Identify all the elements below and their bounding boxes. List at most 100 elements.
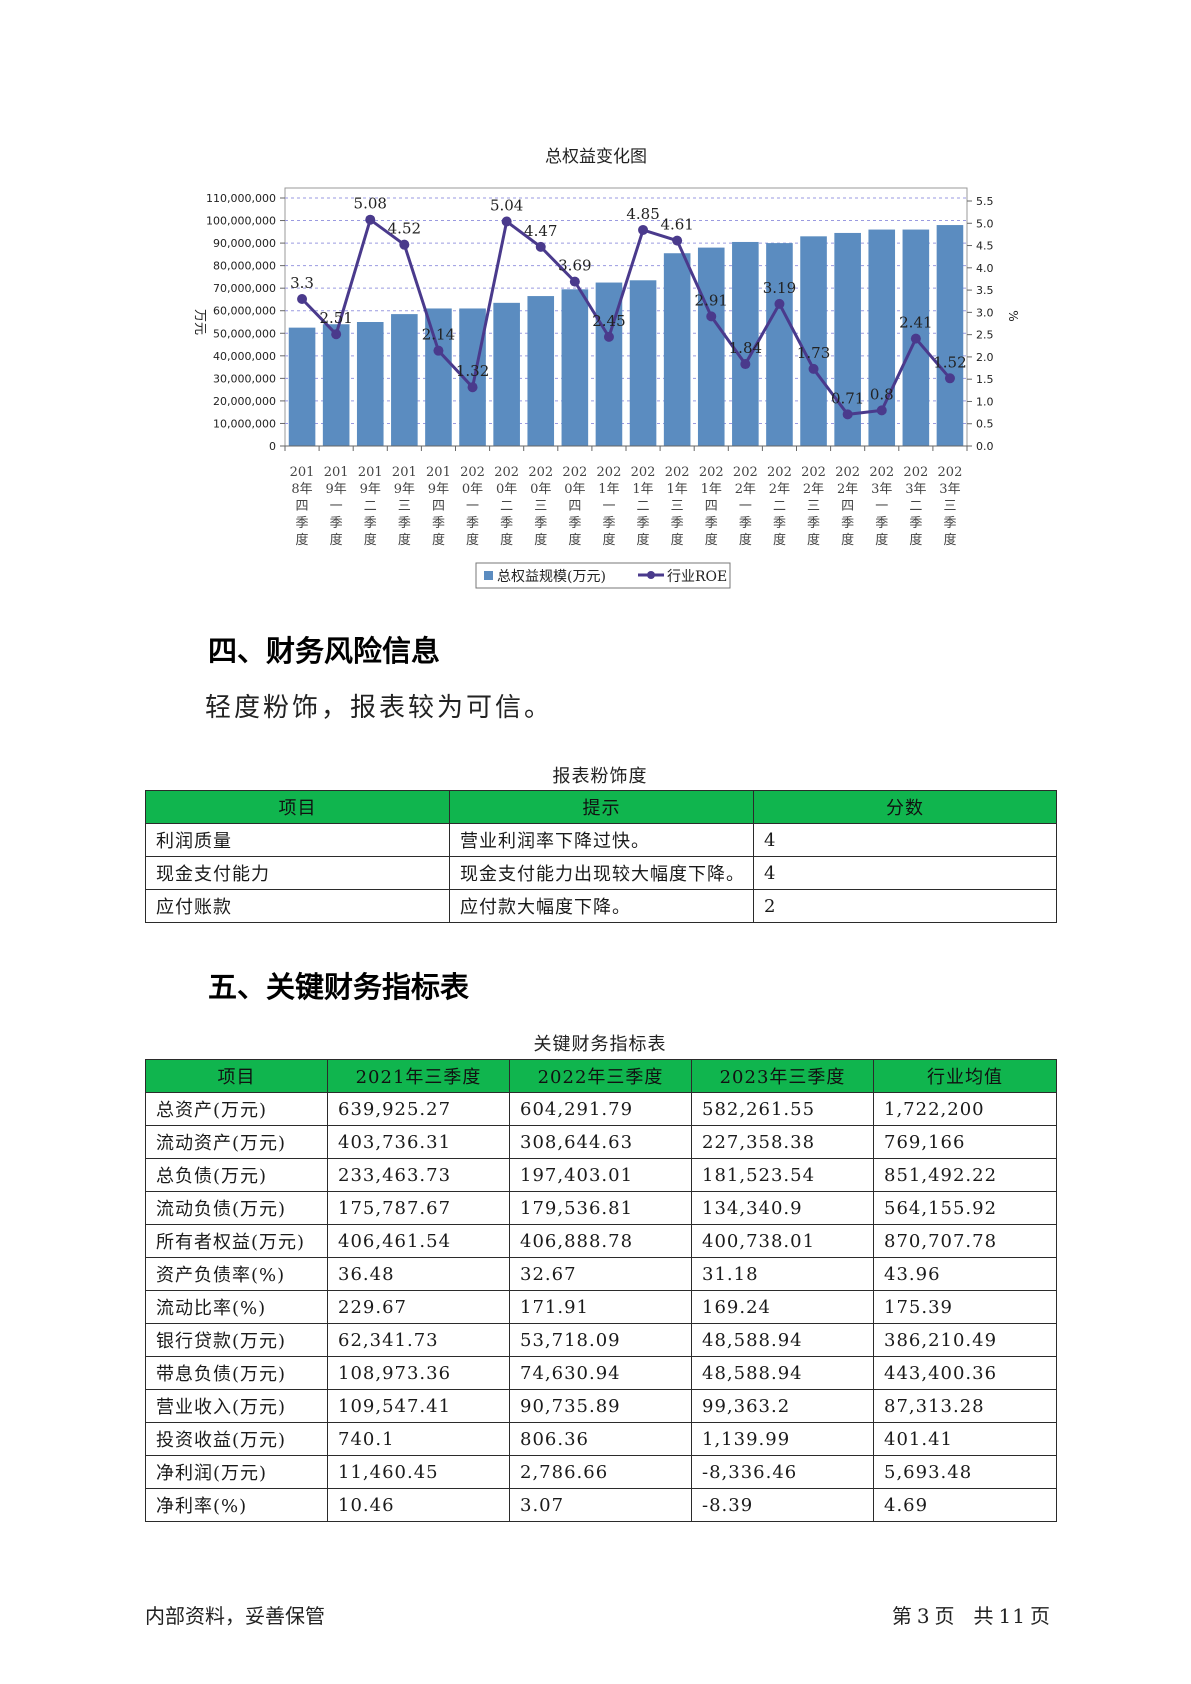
roe-point <box>331 329 342 340</box>
right-tick-label: 5.0 <box>976 217 994 230</box>
table-cell: 4 <box>753 823 1057 857</box>
key-table-row: 流动比率(%) 229.67 171.91 169.24 175.39 <box>145 1290 1057 1324</box>
table-cell: 营业收入(万元) <box>145 1389 328 1423</box>
left-tick-label: 60,000,000 <box>213 305 276 318</box>
x-tick-label: 二 <box>637 499 650 514</box>
x-tick-label: 2年 <box>837 482 858 497</box>
table-cell: 应付账款 <box>145 889 450 923</box>
x-tick-label: 201 <box>324 465 349 480</box>
roe-point <box>569 276 580 287</box>
right-tick-label: 2.0 <box>976 351 994 364</box>
x-tick-label: 202 <box>460 465 485 480</box>
x-tick-label: 四 <box>841 499 854 514</box>
x-tick-label: 202 <box>835 465 860 480</box>
x-tick-label: 二 <box>500 499 513 514</box>
roe-line <box>300 217 952 416</box>
x-tick-label: 度 <box>330 532 343 548</box>
right-tick-label: 1.0 <box>976 395 994 408</box>
risk-table-caption: 报表粉饰度 <box>552 766 648 787</box>
right-tick-label: 4.0 <box>976 262 994 275</box>
table-cell: 流动比率(%) <box>145 1290 328 1324</box>
roe-point <box>876 405 887 416</box>
table-cell: 171.91 <box>509 1290 692 1324</box>
table-cell: 营业利润率下降过快。 <box>449 823 754 857</box>
roe-data-label: 4.47 <box>524 222 557 240</box>
x-tick-label: 季 <box>432 516 445 531</box>
x-tick-label: 季 <box>500 516 513 531</box>
table-cell: 74,630.94 <box>509 1356 692 1390</box>
x-tick-label: 9年 <box>326 482 347 497</box>
equity-bar <box>800 236 827 446</box>
footer-page-mid: 页 <box>934 1604 956 1628</box>
x-tick-label: 202 <box>767 465 792 480</box>
roe-point <box>365 214 376 225</box>
table-cell: 179,536.81 <box>509 1191 692 1225</box>
key-table-row: 资产负债率(%) 36.48 32.67 31.18 43.96 <box>145 1257 1057 1291</box>
x-tick-label: 季 <box>637 516 650 531</box>
x-tick-label: 201 <box>358 465 383 480</box>
x-tick-label: 季 <box>943 516 956 531</box>
table-cell: 870,707.78 <box>873 1224 1057 1258</box>
left-tick-label: 110,000,000 <box>206 192 276 205</box>
risk-table-row: 现金支付能力 现金支付能力出现较大幅度下降。 4 <box>145 856 1057 890</box>
x-tick-label: 季 <box>705 516 718 531</box>
table-cell: 4.69 <box>873 1488 1057 1522</box>
footer-total-number: 11 <box>998 1604 1026 1628</box>
key-header-industry-avg: 行业均值 <box>873 1059 1057 1093</box>
key-table-row: 总负债(万元) 233,463.73 197,403.01 181,523.54 851… <box>145 1158 1057 1192</box>
legend-line-label: 行业ROE <box>667 569 727 585</box>
roe-point <box>944 373 955 384</box>
x-tick-label: 202 <box>869 465 894 480</box>
x-tick-label: 度 <box>841 532 854 548</box>
footer-total-pre: 共 <box>973 1604 995 1628</box>
x-tick-label: 二 <box>773 499 786 514</box>
roe-line-series <box>297 214 955 420</box>
risk-table-row: 应付账款 应付款大幅度下降。 2 <box>145 889 1057 923</box>
risk-header-hint: 提示 <box>449 790 754 824</box>
x-tick-label: 202 <box>903 465 928 480</box>
right-tick-label: 0.5 <box>976 418 994 431</box>
x-tick-label: 一 <box>875 499 888 514</box>
x-tick-label: 202 <box>733 465 758 480</box>
table-cell: 现金支付能力 <box>145 856 450 890</box>
key-header-item: 项目 <box>145 1059 328 1093</box>
left-tick-label: 90,000,000 <box>213 237 276 250</box>
left-tick-label: 50,000,000 <box>213 327 276 340</box>
roe-point <box>672 235 683 246</box>
risk-table-header-row: 项目 提示 分数 <box>145 790 1057 824</box>
table-cell: 总负债(万元) <box>145 1158 328 1192</box>
right-tick-label: 4.5 <box>976 240 994 253</box>
x-tick-label: 202 <box>562 465 587 480</box>
right-tick-label: 3.5 <box>976 284 994 297</box>
table-cell: 31.18 <box>691 1257 874 1291</box>
table-cell: 投资收益(万元) <box>145 1422 328 1456</box>
left-tick-label: 30,000,000 <box>213 372 276 385</box>
risk-header-item: 项目 <box>145 790 450 824</box>
roe-point <box>535 241 546 252</box>
x-tick-label: 季 <box>398 516 411 531</box>
x-tick-label: 一 <box>602 499 615 514</box>
table-cell: 769,166 <box>873 1125 1057 1159</box>
roe-data-label: 1.52 <box>933 353 966 371</box>
risk-summary-text: 轻度粉饰，报表较为可信。 <box>205 693 554 723</box>
x-tick-label: 四 <box>705 499 718 514</box>
key-table-row: 投资收益(万元) 740.1 806.36 1,139.99 401.41 <box>145 1422 1057 1456</box>
x-tick-label: 202 <box>665 465 690 480</box>
x-tick-label: 9年 <box>360 482 381 497</box>
x-tick-label: 二 <box>364 499 377 514</box>
x-tick-label: 201 <box>426 465 451 480</box>
x-tick-label: 3年 <box>871 482 892 497</box>
x-tick-label: 度 <box>500 532 513 548</box>
table-cell: 2 <box>753 889 1057 923</box>
x-tick-label: 202 <box>801 465 826 480</box>
table-cell: 806.36 <box>509 1422 692 1456</box>
table-cell: 36.48 <box>327 1257 510 1291</box>
risk-table: 项目 提示 分数 利润质量 营业利润率下降过快。 4 现金支付能力 现金支付能力出现较大… <box>145 790 1057 923</box>
left-tick-label: 10,000,000 <box>213 417 276 430</box>
x-tick-label: 2年 <box>735 482 756 497</box>
x-tick-label: 季 <box>875 516 888 531</box>
roe-data-label: 4.85 <box>626 205 659 223</box>
x-tick-label: 1年 <box>598 482 619 497</box>
equity-bar <box>936 225 964 446</box>
